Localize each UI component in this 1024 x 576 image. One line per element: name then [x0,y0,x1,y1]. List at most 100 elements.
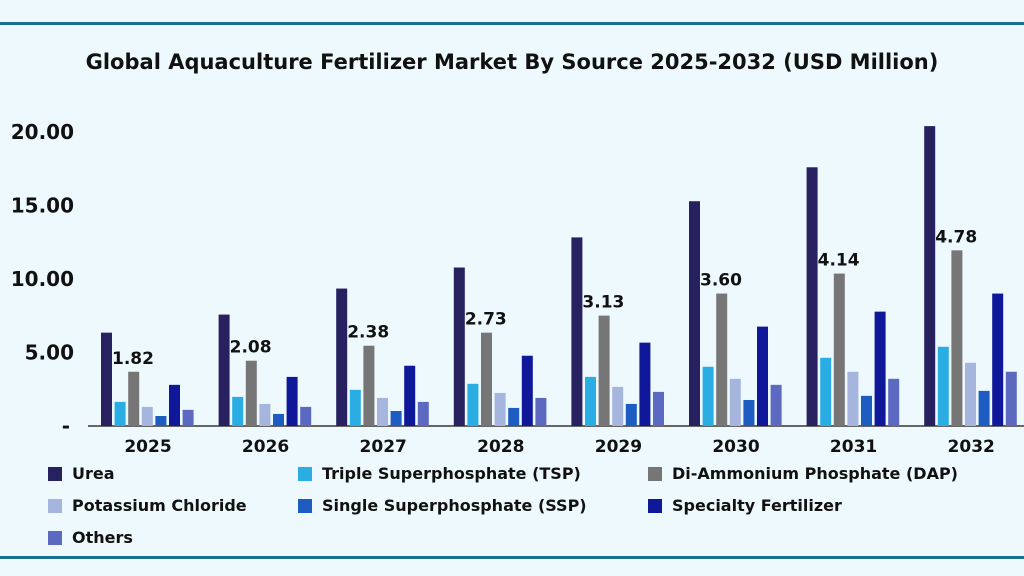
bar-2026-2 [245,360,257,426]
legend-item: Di-Ammonium Phosphate (DAP) [648,464,958,483]
bar-2031-0 [806,167,818,426]
y-tick-label: - [62,414,70,438]
data-label: 2.08 [230,338,272,358]
legend-swatch [298,466,312,481]
bar-2031-4 [861,395,872,426]
y-tick-label: 20.00 [11,120,74,144]
bar-2030-6 [770,384,782,426]
bar-2032-2 [951,250,963,426]
bar-2029-1 [585,376,596,426]
bar-2028-4 [508,407,520,426]
bar-2029-5 [639,342,651,426]
bar-2025-5 [169,384,180,426]
legend-item: Others [48,528,133,547]
bar-2029-3 [612,386,624,426]
bar-2028-1 [467,383,479,426]
bar-2031-2 [833,273,845,426]
bar-2025-2 [128,371,140,426]
bar-2032-3 [965,362,976,426]
x-tick-label: 2030 [712,437,759,457]
chart-title: Global Aquaculture Fertilizer Market By … [85,50,939,74]
x-tick-label: 2031 [830,437,877,457]
bar-2025-0 [101,332,112,426]
legend-label: Specialty Fertilizer [672,496,842,515]
legend-swatch [298,498,312,513]
bar-2030-2 [716,293,728,426]
bar-2029-4 [625,403,637,426]
bar-2029-0 [571,237,583,426]
bar-2028-5 [521,355,533,426]
legend-item: Potassium Chloride [48,496,247,515]
legend-item: Single Superphosphate (SSP) [298,496,587,515]
x-tick-label: 2029 [595,437,642,457]
data-label: 2.38 [347,323,389,343]
x-tick-label: 2032 [948,437,995,457]
bar-2026-6 [300,406,312,426]
bar-2029-6 [653,391,664,426]
data-label: 4.14 [818,251,860,271]
legend-swatch [48,530,62,545]
bar-2029-2 [598,315,610,426]
bar-2025-6 [182,409,194,426]
bar-2031-6 [888,378,900,426]
bar-2030-1 [702,366,714,426]
bar-2031-5 [874,311,886,426]
bar-2030-3 [729,378,741,426]
bar-2025-3 [141,406,153,426]
bar-2028-6 [535,397,547,426]
bar-2032-0 [924,126,936,427]
bar-2027-6 [417,401,429,426]
bottom-border [0,556,1024,559]
bar-2027-3 [377,397,388,426]
bar-2028-0 [453,267,465,426]
data-label: 1.82 [112,349,154,369]
x-tick-label: 2026 [242,437,289,457]
legend-swatch [48,498,62,513]
bar-2032-1 [937,346,949,426]
legend-label: Potassium Chloride [72,496,247,515]
data-label: 2.73 [465,310,507,330]
bar-2027-2 [363,345,375,426]
legend-label: Single Superphosphate (SSP) [322,496,587,515]
legend-label: Others [72,528,133,547]
data-label: 4.78 [935,227,977,247]
x-tick-label: 2028 [477,437,524,457]
bar-chart: - 5.00 10.00 15.00 20.00 2025 1.82 2026 2.08 2027… [11,120,1024,457]
bar-2032-5 [992,293,1004,426]
legend-swatch [648,498,662,513]
bar-2031-1 [820,357,832,426]
bar-2027-4 [390,411,402,426]
legend-item: Triple Superphosphate (TSP) [298,464,581,483]
bar-2031-3 [847,371,859,426]
bar-2028-3 [494,392,506,426]
bar-2030-5 [757,326,768,426]
legend-swatch [648,466,662,481]
bar-2027-5 [404,365,416,426]
data-label: 3.13 [582,293,624,313]
legend-label: Triple Superphosphate (TSP) [322,464,581,483]
legend-item: Urea [48,464,115,483]
x-tick-label: 2027 [360,437,407,457]
bar-2028-2 [481,332,492,426]
bar-2026-0 [218,314,230,426]
bar-2027-1 [349,389,361,426]
bar-2026-5 [286,376,298,426]
bar-2025-4 [155,416,167,426]
bar-2032-4 [978,390,990,426]
bar-2030-0 [689,201,700,426]
top-border [0,22,1024,25]
bar-2030-4 [743,399,755,426]
y-tick-label: 5.00 [25,341,74,365]
y-tick-label: 10.00 [11,267,74,291]
legend-swatch [48,466,62,481]
bar-2026-3 [259,403,271,426]
bar-2025-1 [114,401,126,426]
bar-2027-0 [336,288,348,426]
x-tick-label: 2025 [124,437,171,457]
bar-2032-6 [1005,371,1017,426]
legend-item: Specialty Fertilizer [648,496,842,515]
legend-label: Urea [72,464,115,483]
bar-2026-1 [232,396,244,426]
data-label: 3.60 [700,271,742,291]
y-tick-label: 15.00 [11,194,74,218]
